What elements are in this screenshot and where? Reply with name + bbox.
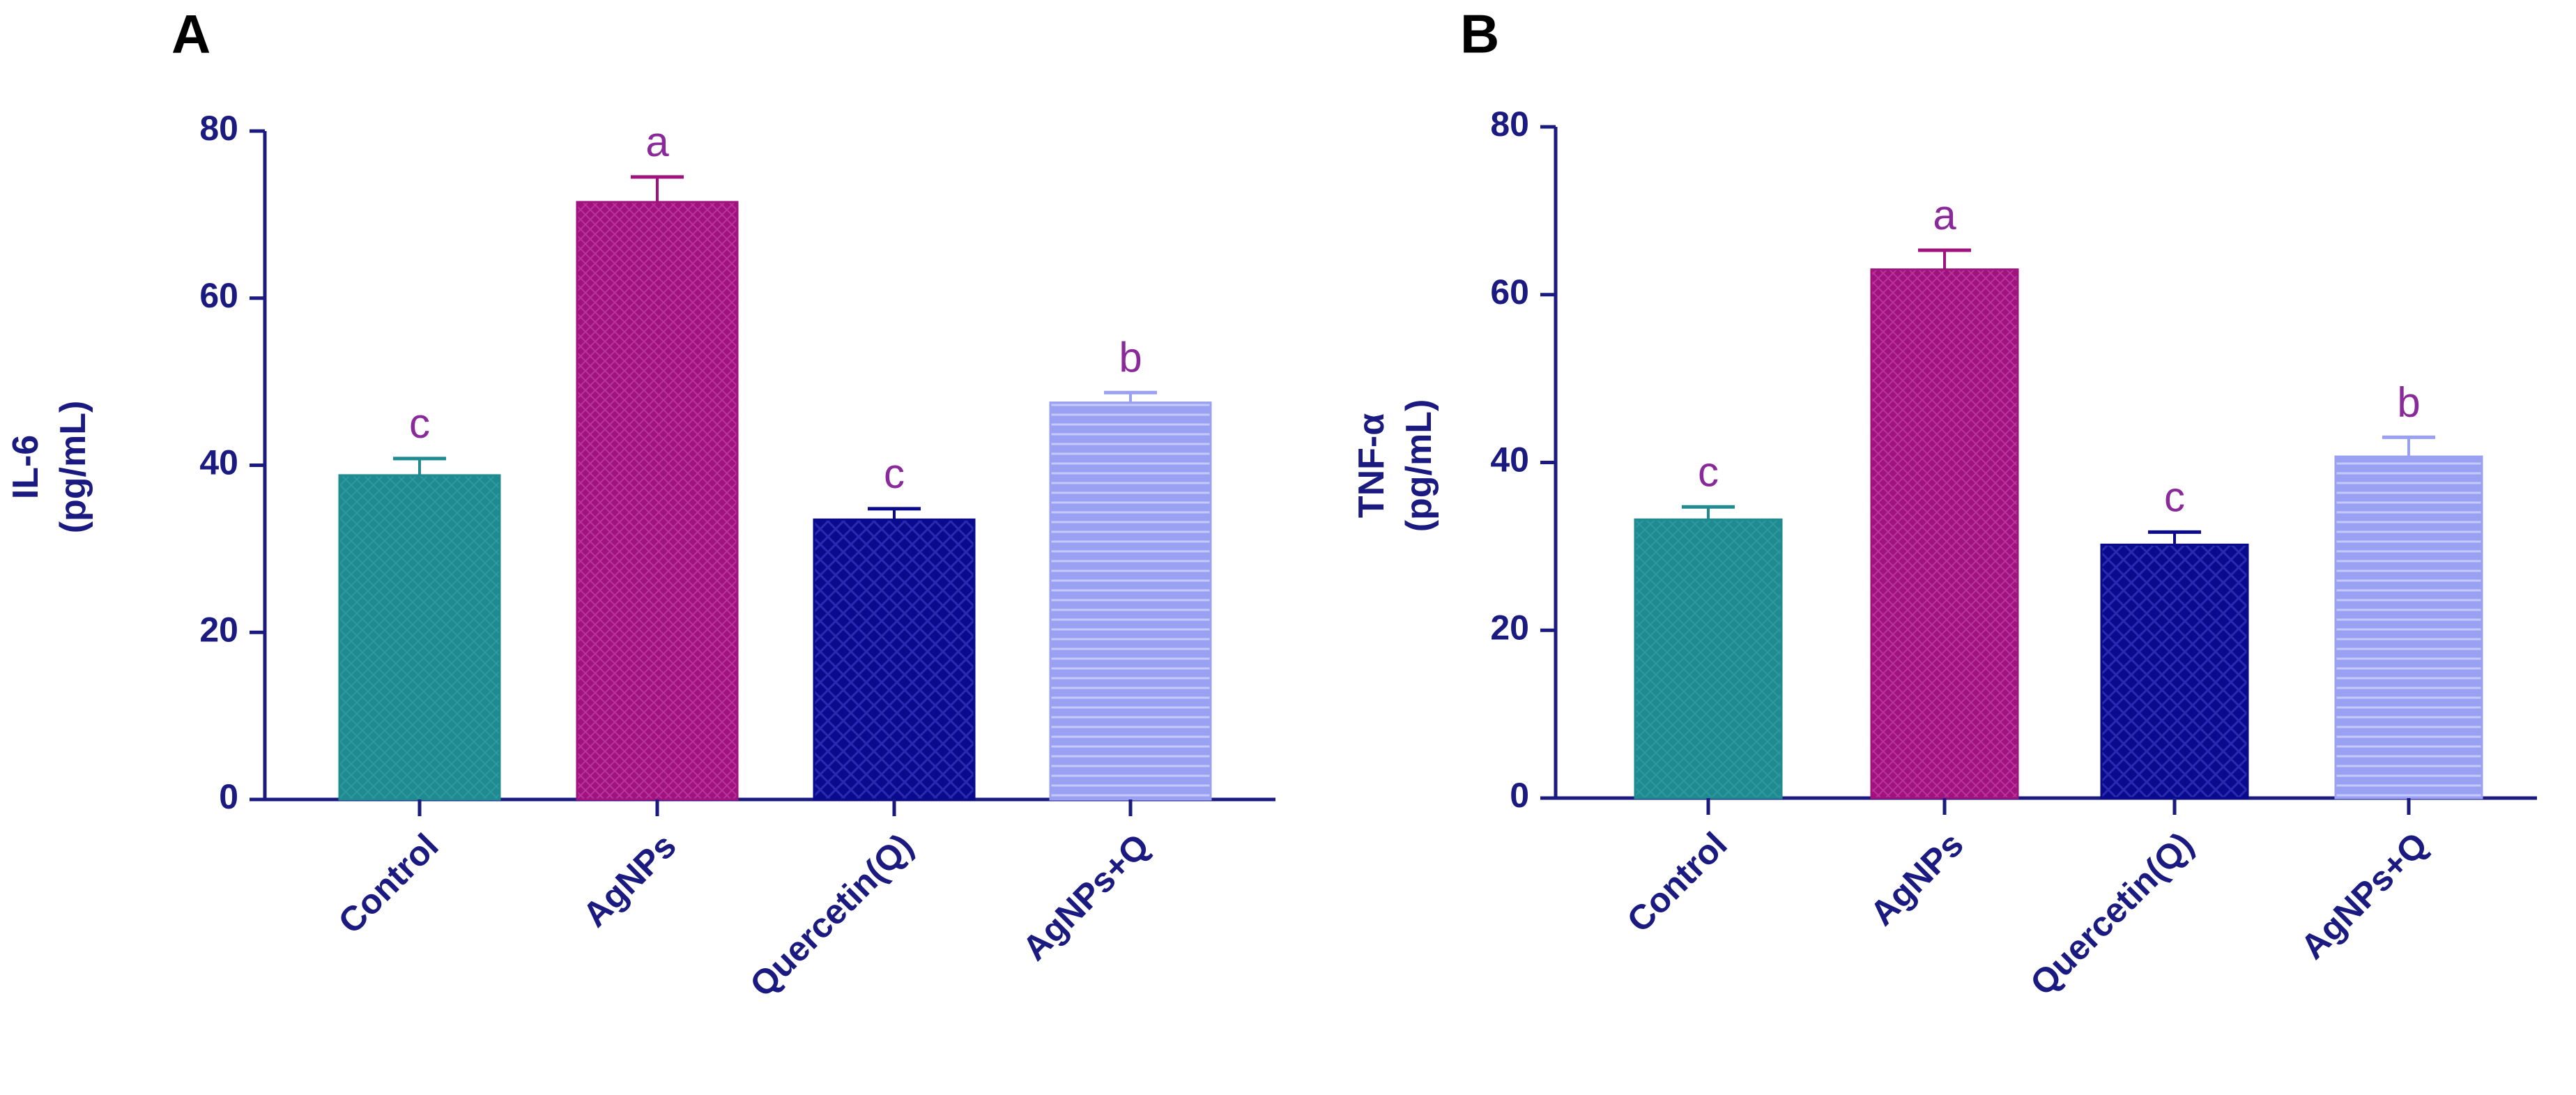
y-axis-label-line1: TNF-α [1351,413,1392,518]
y-tick-label: 20 [199,610,238,649]
x-tick-label: AgNPs [1862,825,1971,933]
x-tick-label: Quercetin(Q) [2023,825,2201,1003]
y-tick-label: 0 [1510,776,1529,815]
bar-quercetin-q [2100,543,2249,799]
significance-letter: c [884,450,905,497]
y-tick-label: 60 [199,276,238,315]
panel-b: B TNF-α (pg/mL) 0 20 40 60 80 c Control a AgNPs c… [1351,3,2537,1003]
bar-agnps-q [1049,401,1212,801]
y-tick-label: 60 [1490,273,1529,312]
x-tick-label: AgNPs+Q [2293,825,2435,967]
significance-letter: b [2397,378,2420,425]
axes: 0 20 40 60 80 [1490,105,2537,815]
y-axis-label-line2: (pg/mL) [1399,399,1439,533]
bar-quercetin-q [813,518,976,801]
x-tick-label: AgNPs [575,826,684,935]
bar-agnps [1870,268,2019,799]
significance-letter: c [409,400,430,447]
significance-letter: c [1698,448,1719,495]
x-tick-label: Control [1620,825,1735,940]
significance-letter: a [645,118,669,165]
y-axis-label-b: TNF-α (pg/mL) [1351,399,1439,533]
panel-label-a: A [171,3,210,65]
panel-a: A IL-6 (pg/mL) 0 20 40 60 80 c Control a AgNPs c Q… [6,3,1275,1004]
bar-agnps [576,201,739,801]
significance-letter: b [1119,334,1142,381]
y-tick-label: 80 [1490,105,1529,144]
bar-control [338,474,501,801]
bar-agnps-q [2334,455,2483,799]
significance-letter: a [1933,192,1956,238]
y-tick-label: 20 [1490,608,1529,647]
panel-label-b: B [1460,3,1499,65]
y-axis-label-line2: (pg/mL) [53,401,93,534]
y-tick-label: 40 [199,443,238,482]
significance-letter: c [2164,473,2185,520]
y-axis-label-line1: IL-6 [6,435,46,499]
x-tick-label: Control [331,826,446,941]
y-tick-label: 80 [199,109,238,148]
x-tick-label: AgNPs+Q [1015,826,1157,968]
y-tick-label: 40 [1490,441,1529,480]
y-tick-label: 0 [219,777,238,816]
x-tick-label: Quercetin(Q) [742,826,921,1004]
y-axis-label-a: IL-6 (pg/mL) [6,401,93,534]
bar-control [1634,518,1783,799]
